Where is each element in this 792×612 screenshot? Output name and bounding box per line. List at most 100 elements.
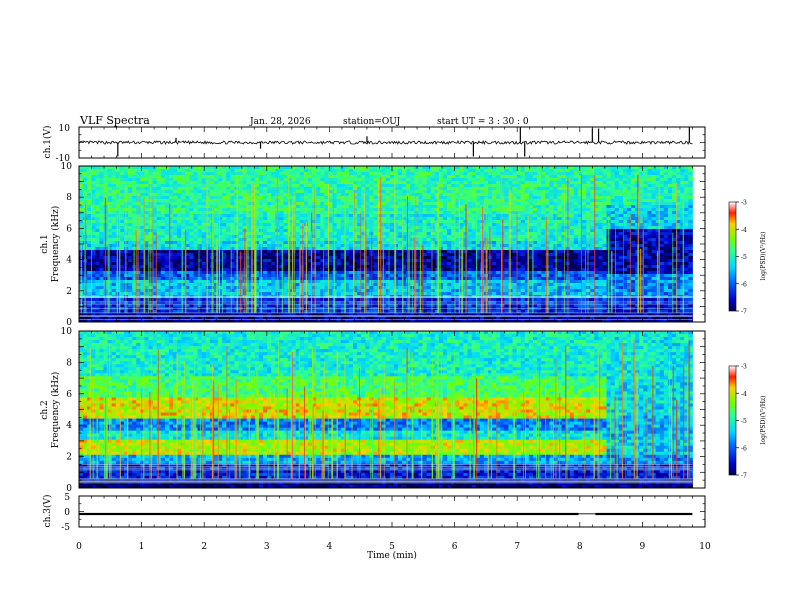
spectrogram-cell	[447, 286, 452, 290]
spectrogram-cell	[226, 223, 231, 227]
spectrogram-cell	[279, 229, 284, 233]
spectrogram-cell	[128, 292, 133, 296]
spectrogram-cell	[443, 208, 448, 212]
spectrogram-cell	[95, 280, 100, 284]
spectrogram-cell	[238, 178, 243, 182]
spectrogram-cell	[95, 229, 100, 233]
spectrogram-cell	[91, 238, 96, 242]
spectrogram-cell	[103, 175, 109, 179]
spectrogram-cell	[271, 250, 276, 254]
spectrogram-cell	[267, 289, 272, 293]
spectrogram-cell	[385, 271, 391, 275]
spectrogram-cell	[250, 238, 256, 242]
spectrogram-cell	[353, 316, 358, 320]
spectrogram-cell	[369, 196, 374, 200]
spectrogram-cell	[197, 211, 203, 215]
spectrogram-cell	[283, 214, 288, 218]
spectrogram-cell	[218, 280, 223, 284]
spectrogram-cell	[254, 277, 260, 281]
spectrogram-cell	[164, 289, 170, 293]
spectrogram-cell	[316, 193, 321, 197]
spectrogram-cell	[173, 214, 178, 218]
spectrogram-cell	[209, 190, 215, 194]
spectrogram-cell	[205, 253, 211, 257]
spectrogram-cell	[410, 205, 415, 209]
spectrogram-cell	[197, 250, 203, 254]
spectrogram-cell	[238, 169, 243, 173]
spectrogram-cell	[267, 166, 272, 170]
spectrogram-cell	[173, 256, 178, 260]
spectrogram-cell	[263, 256, 268, 260]
spectrogram-cell	[344, 268, 350, 272]
spectrogram-cell	[140, 286, 145, 290]
spectrogram-cell	[447, 283, 452, 287]
spectrogram-cell	[443, 226, 448, 230]
spectrogram-cell	[414, 280, 419, 284]
spectrogram-cell	[283, 235, 288, 239]
spectrogram-cell	[308, 277, 313, 281]
spectrogram-cell	[279, 208, 284, 212]
spectrogram-cell	[115, 274, 121, 278]
spectrogram-cell	[443, 190, 448, 194]
spectrogram-cell	[316, 217, 321, 221]
spectrogram-cell	[226, 199, 231, 203]
spectrogram-cell	[422, 268, 428, 272]
spectrogram-cell	[287, 172, 293, 176]
spectrogram-cell	[365, 316, 370, 320]
spectrogram-cell	[87, 229, 92, 233]
spectrogram-cell	[295, 202, 301, 206]
spectrogram-cell	[426, 316, 432, 320]
ch1-waveform-panel: 10 -10 ch.1(V)	[42, 124, 706, 164]
spectrogram-cell	[197, 310, 203, 314]
spectrogram-cell	[389, 232, 395, 236]
spectrogram-cell	[222, 319, 227, 323]
spectrogram-cell	[455, 241, 460, 245]
spectrogram-cell	[222, 205, 227, 209]
spectrogram-cell	[430, 214, 436, 218]
spectrogram-cell	[426, 214, 432, 218]
spectrogram-cell	[99, 301, 104, 305]
spectrogram-cell	[443, 244, 448, 248]
spectrogram-cell	[283, 226, 288, 230]
spectrogram-cell	[177, 229, 182, 233]
spectrogram-cell	[107, 292, 113, 296]
spectrogram-cell	[173, 268, 178, 272]
spectrogram-cell	[287, 166, 293, 170]
spectrogram-cell	[455, 166, 460, 170]
spectrogram-cell	[226, 289, 231, 293]
spectrogram-cell	[267, 190, 272, 194]
spectrogram-cell	[430, 181, 436, 185]
spectrogram-cell	[402, 289, 407, 293]
spectrogram-cell	[99, 172, 104, 176]
spectrogram-cell	[189, 241, 194, 245]
spectrogram-cell	[246, 259, 252, 263]
spectrogram-cell	[218, 310, 223, 314]
spectrogram-cell	[185, 229, 190, 233]
spectrogram-cell	[324, 226, 329, 230]
spectrogram-cell	[193, 286, 199, 290]
spectrogram-cell	[168, 295, 174, 299]
spectrogram-cell	[328, 286, 333, 290]
spectrogram-cell	[246, 190, 252, 194]
spectrogram-cell	[303, 181, 309, 185]
spectrogram-cell	[209, 205, 215, 209]
spectrogram-cell	[402, 211, 407, 215]
spectrogram-cell	[398, 256, 403, 260]
spectrogram-cell	[205, 301, 211, 305]
spectrogram-cell	[443, 286, 448, 290]
spectrogram-cell	[312, 295, 317, 299]
spectrogram-cell	[451, 229, 456, 233]
spectrogram-cell	[173, 196, 178, 200]
spectrogram-cell	[361, 175, 366, 179]
spectrogram-cell	[406, 223, 411, 227]
spectrogram-cell	[357, 241, 362, 245]
spectrogram-cell	[299, 217, 305, 221]
spectrogram-cell	[316, 166, 321, 170]
spectrogram-cell	[115, 316, 121, 320]
spectrogram-cell	[430, 262, 436, 266]
spectrogram-cell	[430, 304, 436, 308]
spectrogram-cell	[332, 214, 338, 218]
spectrogram-cell	[447, 316, 452, 320]
spectrogram-cell	[111, 187, 117, 191]
spectrogram-cell	[263, 232, 268, 236]
